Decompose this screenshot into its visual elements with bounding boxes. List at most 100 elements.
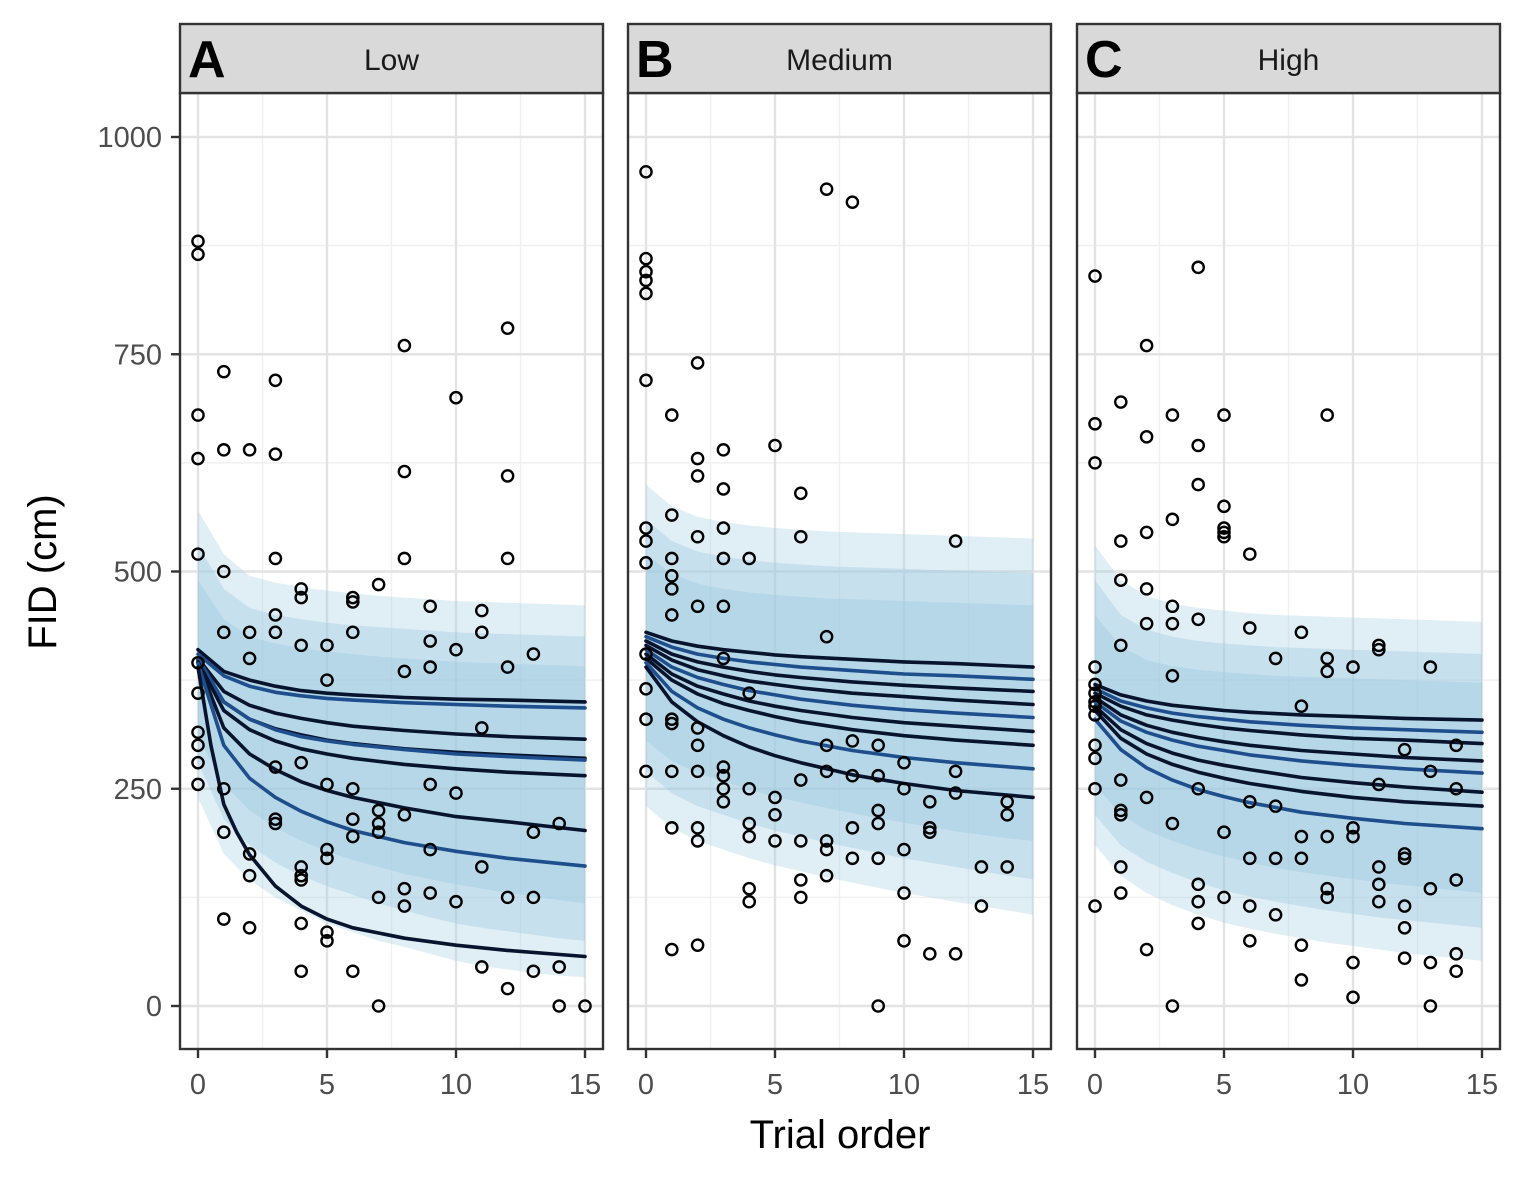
data-point	[1088, 708, 1102, 722]
data-point	[1139, 790, 1154, 805]
data-point	[639, 556, 653, 570]
fitted-curve	[644, 643, 1035, 707]
data-point	[345, 595, 360, 609]
data-point	[639, 164, 653, 179]
data-point	[1088, 677, 1102, 692]
data-point	[1243, 621, 1257, 635]
data-point	[552, 816, 567, 831]
data-point	[1346, 829, 1360, 844]
data-point	[191, 547, 205, 561]
data-point	[397, 664, 412, 679]
data-point	[1139, 582, 1154, 596]
x-tick-label: 15	[1017, 1069, 1049, 1101]
x-axis-ticks: 0 5 10 15	[1087, 1049, 1498, 1101]
data-point	[216, 364, 231, 379]
data-point	[552, 999, 567, 1013]
data-point	[449, 894, 463, 909]
data-point	[768, 834, 782, 848]
data-point	[1397, 851, 1412, 866]
data-point	[1114, 534, 1128, 548]
data-point	[1088, 695, 1102, 709]
data-point	[1114, 803, 1128, 818]
data-point	[1165, 408, 1180, 422]
data-point	[845, 851, 860, 866]
strip-label: High	[1258, 44, 1320, 77]
data-point	[1397, 742, 1412, 757]
credible-band	[198, 580, 585, 904]
data-point	[845, 195, 860, 209]
data-point	[1294, 699, 1309, 713]
data-point	[1165, 999, 1180, 1013]
data-point	[665, 608, 679, 622]
data-point	[294, 916, 309, 931]
y-tick-label: 1000	[97, 122, 162, 154]
strip-header	[1075, 22, 1502, 95]
data-point	[794, 834, 808, 848]
data-point	[742, 551, 757, 566]
data-point	[1088, 899, 1102, 913]
data-point	[191, 686, 205, 700]
data-point	[1000, 860, 1015, 874]
data-point	[819, 738, 834, 753]
data-point	[716, 794, 731, 809]
data-point	[1139, 525, 1154, 540]
panel-b: B Medium 0 5 10 15	[626, 22, 1053, 1101]
fitted-curve	[196, 647, 587, 704]
credible-band	[1095, 614, 1482, 894]
data-point	[474, 721, 489, 735]
data-point	[1088, 686, 1102, 700]
data-point	[320, 777, 334, 792]
data-point	[1423, 660, 1438, 674]
data-point	[690, 721, 705, 735]
data-point	[1088, 738, 1102, 753]
data-point	[639, 534, 653, 548]
fitted-curve	[1093, 687, 1484, 735]
fitted-curve	[644, 634, 1035, 682]
data-point	[716, 651, 731, 666]
data-point	[768, 438, 782, 453]
data-point	[716, 599, 731, 614]
data-point	[268, 812, 283, 826]
data-point	[294, 590, 309, 605]
data-point	[1268, 651, 1283, 666]
data-point	[1217, 890, 1231, 905]
data-point	[768, 808, 782, 822]
data-point	[449, 786, 463, 800]
y-axis: 0 250 500 750 1000	[97, 122, 180, 1023]
data-point	[665, 821, 679, 835]
data-point	[1294, 973, 1309, 987]
data-point	[216, 912, 231, 926]
data-point	[345, 964, 360, 979]
data-point	[242, 443, 257, 457]
data-point	[974, 860, 989, 874]
panel-letter: B	[636, 31, 674, 89]
data-point	[819, 842, 834, 857]
fitted-curve	[644, 665, 1035, 800]
data-point	[690, 834, 705, 848]
data-point	[1243, 547, 1257, 561]
data-point	[742, 881, 757, 896]
data-point	[690, 764, 705, 779]
data-point	[191, 725, 205, 740]
data-point	[320, 851, 334, 866]
data-point	[897, 755, 911, 770]
x-axis-ticks: 0 5 10 15	[190, 1049, 601, 1101]
fitted-curve	[196, 656, 587, 741]
strip-label: Medium	[786, 44, 893, 77]
x-tick-label: 5	[319, 1069, 335, 1101]
data-point	[1372, 894, 1386, 909]
data-point	[665, 508, 679, 522]
data-point	[397, 464, 412, 479]
data-point	[191, 408, 205, 422]
data-point	[1320, 829, 1334, 844]
data-point	[397, 899, 412, 913]
data-point	[923, 794, 937, 809]
data-point	[371, 577, 386, 592]
data-point	[474, 603, 489, 618]
fitted-curve	[196, 665, 587, 959]
data-point	[1088, 751, 1102, 766]
data-point	[639, 682, 653, 696]
y-tick-label: 0	[146, 991, 162, 1023]
data-point	[1165, 616, 1180, 631]
data-point	[639, 373, 653, 388]
